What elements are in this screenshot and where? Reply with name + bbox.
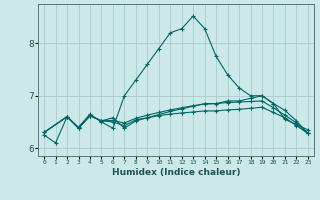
X-axis label: Humidex (Indice chaleur): Humidex (Indice chaleur) (112, 168, 240, 177)
